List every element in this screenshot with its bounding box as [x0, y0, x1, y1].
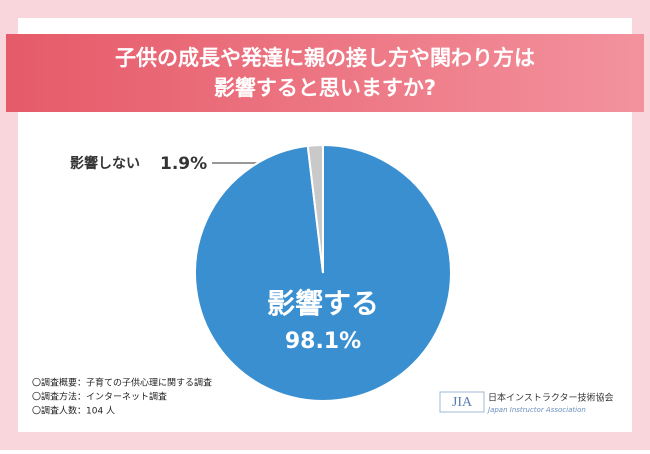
note: 〇調査方法：インターネット調査 — [32, 391, 167, 403]
slice-label: 影響しない — [70, 155, 140, 172]
note: 〇調査概要：子育ての子供心理に関する調査 — [32, 377, 212, 389]
value-label: 98.1% — [285, 329, 361, 354]
title-band — [6, 34, 644, 112]
logo-box — [439, 391, 485, 413]
logo-mark: JIA — [452, 395, 473, 410]
chart-title: 子供の成長や発達に親の接し方や関わり方は — [115, 46, 535, 70]
logo-name: 日本インストラクター技術協会 — [488, 392, 613, 404]
logo-english: Japan Instructor Association — [486, 406, 586, 414]
value-label: 1.9% — [160, 154, 207, 174]
slice-label: 影響する — [267, 287, 379, 320]
chart-title: 影響すると思いますか? — [214, 76, 436, 100]
note: 〇調査人数：104 人 — [32, 405, 115, 417]
pie-slice — [306, 143, 324, 274]
